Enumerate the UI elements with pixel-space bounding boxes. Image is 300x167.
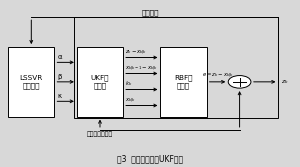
Bar [74,17,278,118]
Bar [77,47,123,117]
Text: 图3  改进的自适应UKF算法: 图3 改进的自适应UKF算法 [117,154,183,163]
Text: UKF滤
波算法: UKF滤 波算法 [91,74,109,89]
Text: $x_{k|k}$: $x_{k|k}$ [124,96,136,104]
Text: $z_k-x_{k|k}$: $z_k-x_{k|k}$ [124,48,147,55]
Text: $z_k$: $z_k$ [281,78,290,86]
Text: α: α [57,54,62,60]
Text: RBF神
经网络: RBF神 经网络 [174,74,193,89]
Text: 参数反馈: 参数反馈 [141,9,159,16]
Text: κ: κ [57,93,62,99]
Text: β: β [57,74,62,80]
Circle shape [228,75,251,88]
Bar [160,47,207,117]
Text: LSSVR
参数预测: LSSVR 参数预测 [20,75,43,89]
Text: $e=z_k-x_{k|k}$: $e=z_k-x_{k|k}$ [202,72,233,79]
Text: $k_k$: $k_k$ [124,79,132,88]
Text: $x_{k|k-1}-x_{k|k}$: $x_{k|k-1}-x_{k|k}$ [124,64,158,71]
Bar [8,47,54,117]
Text: 陀螺仪数据输入: 陀螺仪数据输入 [87,132,113,137]
